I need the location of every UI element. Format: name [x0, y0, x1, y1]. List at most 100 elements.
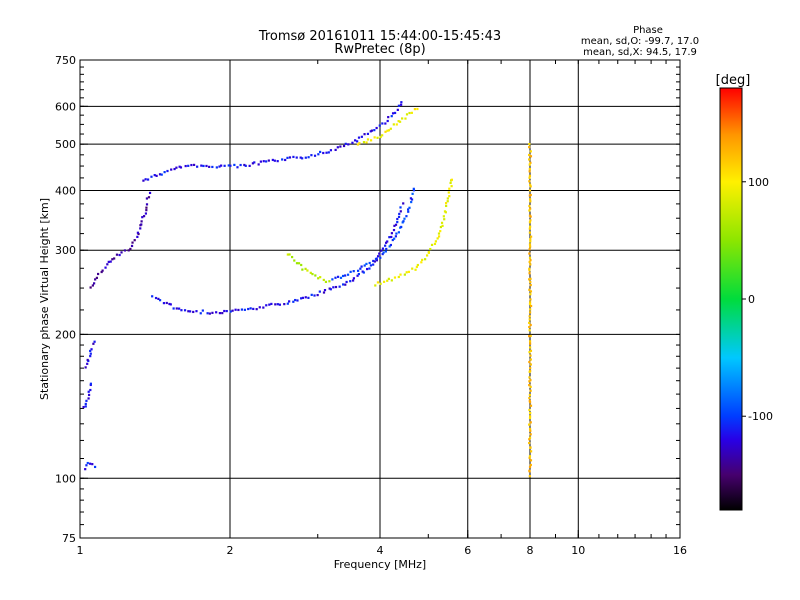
data-point [396, 217, 399, 221]
data-point [199, 312, 202, 315]
data-point [529, 161, 532, 164]
data-point [101, 269, 104, 272]
data-point [448, 187, 451, 190]
data-point [145, 203, 149, 206]
data-point [378, 252, 381, 255]
data-point [375, 257, 378, 260]
data-point [528, 321, 531, 324]
data-point [339, 276, 343, 279]
data-point [205, 164, 208, 168]
chart-subtitle: RwPretec (8p) [334, 42, 425, 57]
data-point [328, 280, 331, 283]
data-point [529, 429, 532, 432]
data-point [336, 146, 339, 149]
data-point [447, 191, 450, 194]
data-point [311, 272, 314, 276]
x-tick-label: 1 [77, 544, 84, 557]
data-point [208, 165, 211, 168]
data-point [322, 278, 325, 282]
data-point [129, 247, 132, 251]
data-point [288, 300, 291, 303]
data-point [412, 189, 416, 192]
data-point [437, 235, 441, 238]
data-point [347, 143, 350, 146]
data-point [247, 307, 250, 311]
data-point [336, 275, 340, 278]
data-point [362, 141, 366, 144]
data-point [307, 296, 310, 299]
data-point [334, 148, 337, 152]
data-point [368, 261, 371, 265]
data-point [86, 362, 89, 365]
data-point [413, 108, 416, 111]
data-point [120, 251, 123, 254]
data-point [529, 354, 532, 357]
data-point [416, 263, 419, 267]
data-point [391, 112, 395, 115]
data-point [318, 290, 321, 293]
data-point [215, 311, 218, 314]
data-point [310, 154, 313, 157]
data-point [403, 273, 406, 276]
data-point [429, 247, 432, 251]
data-point [375, 126, 378, 130]
data-point [529, 293, 532, 296]
data-point [352, 277, 356, 280]
data-point [415, 265, 418, 269]
data-point [276, 303, 279, 306]
data-point [225, 309, 228, 313]
data-point [384, 241, 388, 244]
data-point [295, 262, 299, 265]
data-point [310, 293, 313, 296]
data-point [324, 280, 328, 283]
data-point [276, 160, 279, 163]
data-point [359, 267, 362, 270]
data-point [529, 411, 532, 415]
data-point [528, 209, 531, 212]
data-point [528, 441, 531, 445]
data-point [382, 251, 385, 254]
data-point [218, 312, 221, 315]
data-point [283, 303, 286, 306]
data-point [408, 111, 411, 115]
data-point [528, 248, 531, 251]
data-point [528, 456, 531, 459]
y-tick-label: 200 [55, 328, 76, 341]
data-point [528, 370, 531, 373]
data-point [170, 168, 173, 171]
data-point [388, 236, 391, 239]
data-point [403, 217, 406, 220]
data-point [304, 156, 307, 159]
data-point [172, 307, 175, 310]
data-point [450, 178, 454, 181]
data-point [410, 200, 413, 204]
data-point [158, 173, 162, 176]
data-point [133, 239, 136, 242]
data-point [91, 463, 94, 466]
data-point [243, 308, 246, 311]
data-point [220, 164, 223, 167]
data-point [281, 158, 284, 161]
data-point [394, 235, 397, 238]
data-point [376, 255, 380, 258]
data-point [157, 297, 160, 300]
data-point [405, 113, 409, 116]
data-point [109, 260, 112, 263]
data-point [248, 164, 251, 167]
data-point [187, 310, 190, 313]
data-point [393, 224, 396, 227]
data-point [262, 160, 265, 163]
data-point [142, 179, 145, 182]
data-point [529, 259, 532, 262]
data-point [397, 215, 401, 218]
data-point [316, 293, 319, 297]
data-point [240, 308, 243, 311]
data-point [400, 103, 403, 106]
data-point [393, 237, 396, 240]
data-point [528, 302, 532, 306]
data-point [528, 256, 532, 259]
data-point [267, 159, 270, 162]
data-point [444, 202, 448, 205]
data-point [390, 115, 393, 118]
data-point [393, 276, 397, 279]
